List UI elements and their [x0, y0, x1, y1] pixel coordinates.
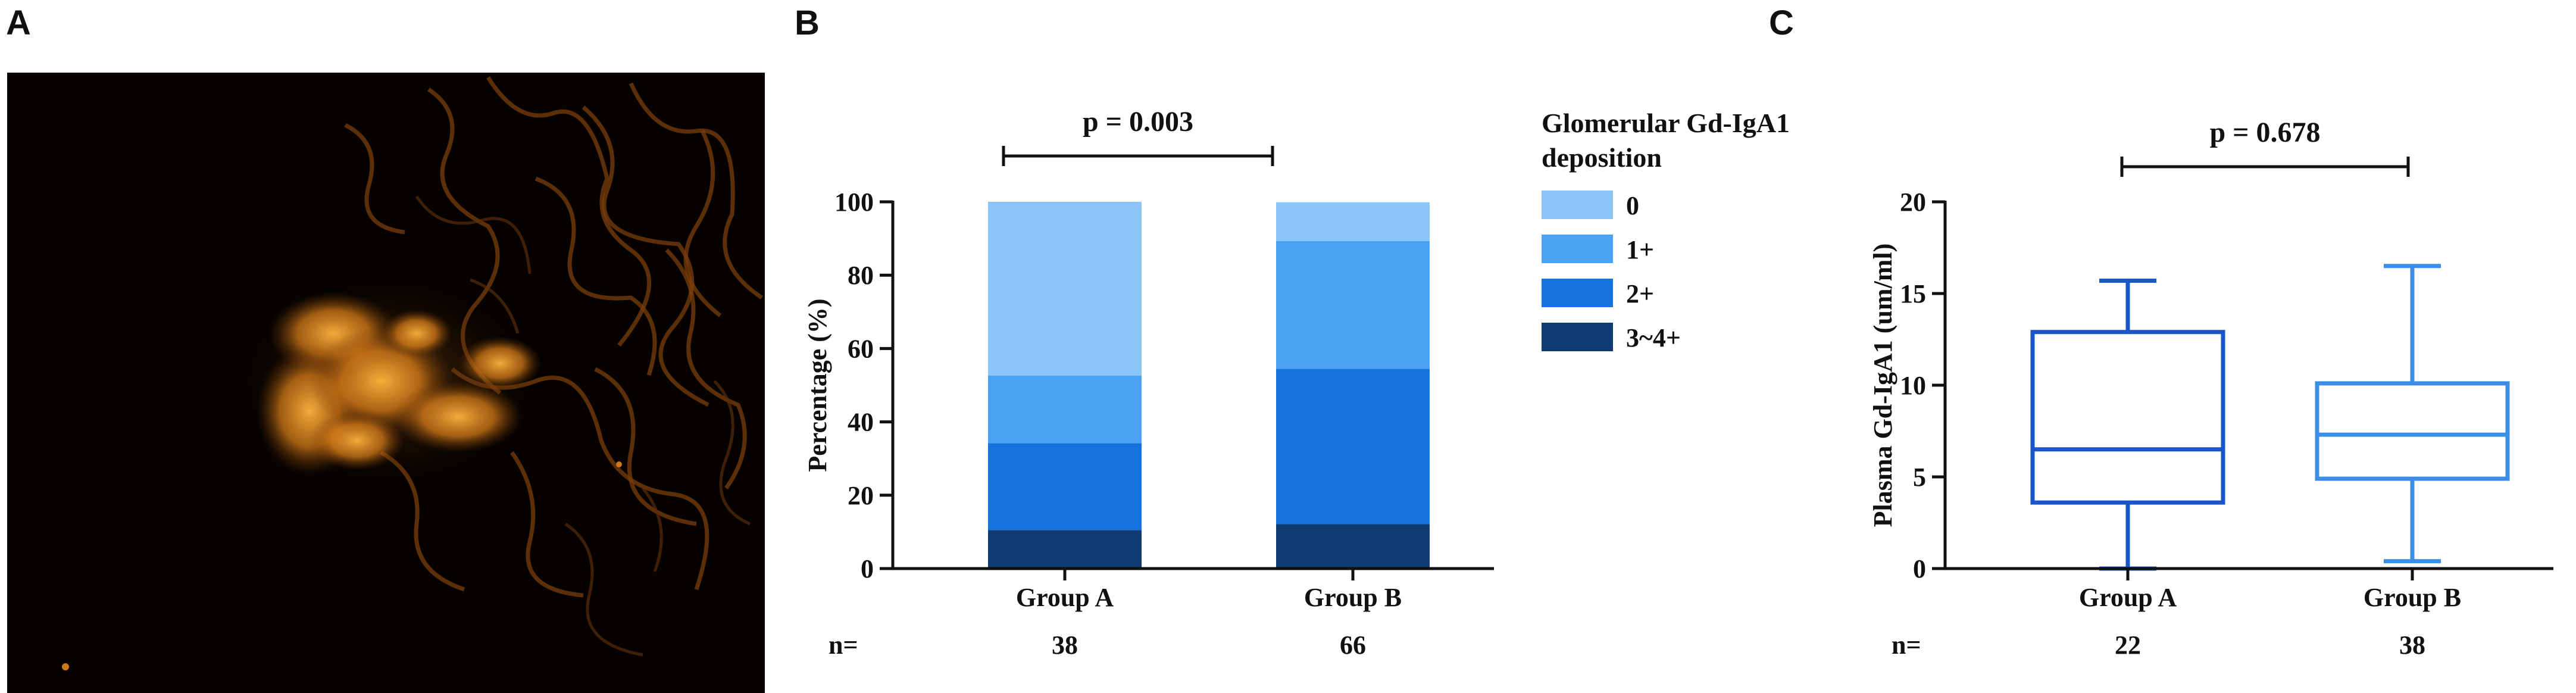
n-count: 66: [1340, 630, 1366, 660]
bar-segment: [1276, 241, 1430, 369]
x-tick-label: Group A: [2079, 583, 2177, 612]
y-tick-label: 20: [848, 481, 874, 510]
legend: Glomerular Gd-IgA1 deposition 0 1+ 2+ 3~4+: [1542, 108, 1790, 352]
p-value-bracket: p = 0.678: [2120, 117, 2410, 177]
bar-segment: [988, 375, 1142, 444]
y-tick-label: 0: [861, 554, 874, 583]
y-tick-label: 5: [1913, 463, 1926, 492]
tubule-pattern-faint: [415, 195, 751, 657]
fluorescent-speck: [62, 663, 69, 670]
fluorescent-speck: [616, 461, 622, 467]
bar-segment: [1276, 202, 1430, 241]
legend-swatch: [1542, 323, 1613, 351]
y-tick-label: 100: [834, 188, 874, 217]
legend-swatch: [1542, 235, 1613, 263]
p-value-bracket: p = 0.003: [1002, 106, 1274, 166]
box-iqr: [2030, 330, 2225, 505]
y-tick-label: 20: [1900, 188, 1926, 217]
n-count: 38: [2399, 630, 2425, 660]
x-tick-label: Group B: [1304, 583, 1402, 612]
y-tick-label: 15: [1900, 279, 1926, 308]
y-axis-title: Percentage (%): [803, 298, 832, 472]
stacked-bar-chart: p = 0.003 0 20 40 60 80 100 Group A 38 Group B 66…: [803, 106, 1790, 660]
y-tick-label: 0: [1913, 554, 1926, 583]
y-tick-label: 80: [848, 261, 874, 290]
legend-label: 0: [1626, 191, 1639, 220]
bar-segment: [1276, 369, 1430, 525]
x-tick-label: Group B: [2364, 583, 2461, 612]
legend-label: 3~4+: [1626, 323, 1681, 352]
bar-segment: [1276, 524, 1430, 569]
glomerulus-deposit: [244, 280, 542, 482]
bars: [988, 202, 1430, 569]
bar-segment: [988, 443, 1142, 530]
legend-swatch: [1542, 191, 1613, 219]
panel-a-letter: A: [6, 4, 31, 42]
x-tick-label: Group A: [1016, 583, 1114, 612]
bar-segment: [988, 530, 1142, 569]
n-label: n=: [829, 630, 858, 660]
n-label: n=: [1892, 630, 1921, 660]
n-count: 22: [2115, 630, 2141, 660]
boxes: [2030, 264, 2510, 571]
legend-label: 1+: [1626, 235, 1654, 264]
panel-b-letter: B: [795, 4, 820, 42]
legend-title-line: Glomerular Gd-IgA1: [1542, 108, 1790, 138]
panel-c-letter: C: [1769, 4, 1794, 42]
axes: 0 20 40 60 80 100 Group A 38 Group B 66 n= Percenta…: [803, 188, 1494, 660]
y-tick-label: 10: [1900, 371, 1926, 400]
n-count: 38: [1052, 630, 1078, 660]
tubule-pattern: [344, 76, 763, 598]
y-tick-label: 60: [848, 334, 874, 363]
bar-segment: [988, 202, 1142, 376]
p-value: p = 0.678: [2209, 117, 2320, 148]
legend-swatch: [1542, 279, 1613, 307]
legend-label: 2+: [1626, 279, 1654, 308]
axes: 0 5 10 15 20 Group A 22 Group B 38 n= Plasma Gd-Ig…: [1868, 188, 2553, 660]
box-plot-chart: p = 0.678 0 5 10 15 20 Group A 22 Group B 38 n= Pl…: [1868, 117, 2553, 660]
y-axis-title: Plasma Gd-IgA1 (um/ml): [1868, 244, 1897, 527]
legend-title-line: deposition: [1542, 142, 1662, 173]
box-iqr: [2315, 381, 2510, 481]
p-value: p = 0.003: [1083, 106, 1193, 138]
y-tick-label: 40: [848, 408, 874, 437]
micrograph: [7, 73, 765, 693]
